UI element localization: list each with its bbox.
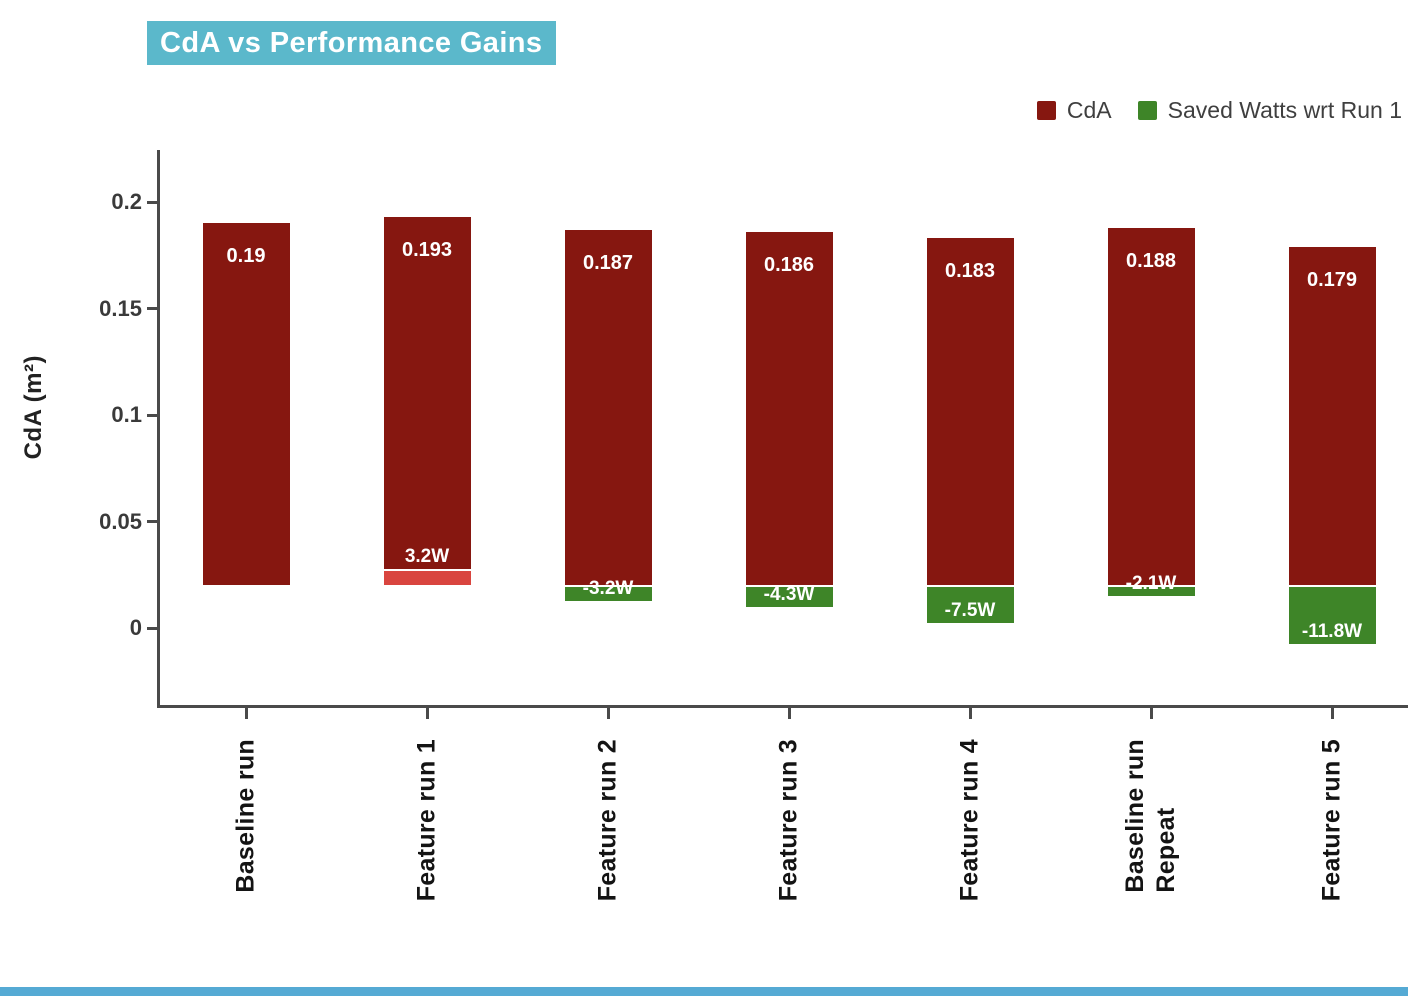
x-axis-label: Feature run 2: [593, 739, 622, 902]
watts-saved-bar: [564, 587, 652, 601]
watts-saved-bar: [1107, 587, 1195, 596]
cda-legend-swatch: [1036, 101, 1056, 120]
x-axis-label: Feature run 3: [774, 739, 803, 902]
x-axis-label: Feature run 5: [1317, 739, 1346, 902]
bar-value-label: 0.19: [226, 245, 266, 268]
bar-value-label: 0.179: [1306, 268, 1358, 291]
bar-value-label: 0.188: [1125, 249, 1177, 272]
bar-value-label: 0.183: [944, 260, 996, 283]
saved-watts-legend-swatch: [1137, 101, 1157, 120]
bar-value-label: 0.193: [401, 238, 453, 261]
y-tick: [147, 520, 157, 523]
watts-gain-bar: [383, 571, 471, 585]
y-tick-label: 0.1: [111, 402, 142, 427]
x-axis-label: Feature run 1: [412, 739, 441, 902]
cda-bar: [202, 223, 290, 585]
y-tick: [147, 307, 157, 310]
legend-item-cda: CdA: [1036, 97, 1112, 124]
x-axis-label: Baseline run Repeat: [1121, 739, 1180, 893]
x-tick: [244, 708, 248, 719]
x-tick: [968, 708, 972, 719]
cda-bar: [564, 229, 652, 585]
y-tick-label: 0: [129, 615, 142, 640]
cda-bar: [745, 231, 833, 585]
y-tick: [147, 626, 157, 630]
x-tick: [1330, 708, 1334, 719]
bar-value-label: 0.187: [582, 251, 634, 274]
y-axis-line: [157, 150, 160, 708]
x-tick: [787, 708, 791, 719]
watts-saved-bar: [926, 587, 1014, 623]
cda-legend-label: CdA: [1066, 97, 1112, 123]
cda-bar: [383, 216, 471, 569]
watts-value-label: 3.2W: [404, 546, 450, 567]
cda-bar: [1288, 246, 1376, 585]
x-tick: [1149, 708, 1153, 719]
y-tick: [147, 413, 157, 417]
watts-value-label: -2.1W: [1125, 572, 1177, 594]
x-axis-line: [157, 705, 1408, 708]
x-axis-label: Feature run 4: [955, 739, 984, 902]
x-axis-label: Baseline run: [231, 739, 260, 893]
watts-saved-bar: [745, 587, 833, 607]
legend: CdA Saved Watts wrt Run 1: [1036, 97, 1402, 124]
y-tick: [147, 200, 157, 204]
watts-value-label: -7.5W: [944, 599, 996, 621]
y-tick-label: 0.15: [99, 295, 142, 321]
bar-value-label: 0.186: [763, 253, 815, 276]
saved-watts-legend-label: Saved Watts wrt Run 1: [1167, 97, 1402, 123]
watts-saved-bar: [1288, 587, 1376, 644]
bottom-accent-bar: [0, 987, 1408, 996]
cda-bar: [926, 238, 1014, 585]
y-tick-label: 0.2: [111, 189, 142, 214]
legend-item-saved-watts: Saved Watts wrt Run 1: [1137, 97, 1402, 124]
watts-value-label: -3.2W: [582, 578, 634, 599]
y-tick-label: 0.05: [99, 508, 142, 534]
watts-value-label: -4.3W: [763, 583, 815, 605]
cda-bar: [1107, 227, 1195, 585]
x-tick: [425, 708, 429, 719]
watts-value-label: -11.8W: [1301, 621, 1363, 642]
x-tick: [606, 708, 610, 719]
chart-title: CdA vs Performance Gains: [147, 21, 557, 65]
